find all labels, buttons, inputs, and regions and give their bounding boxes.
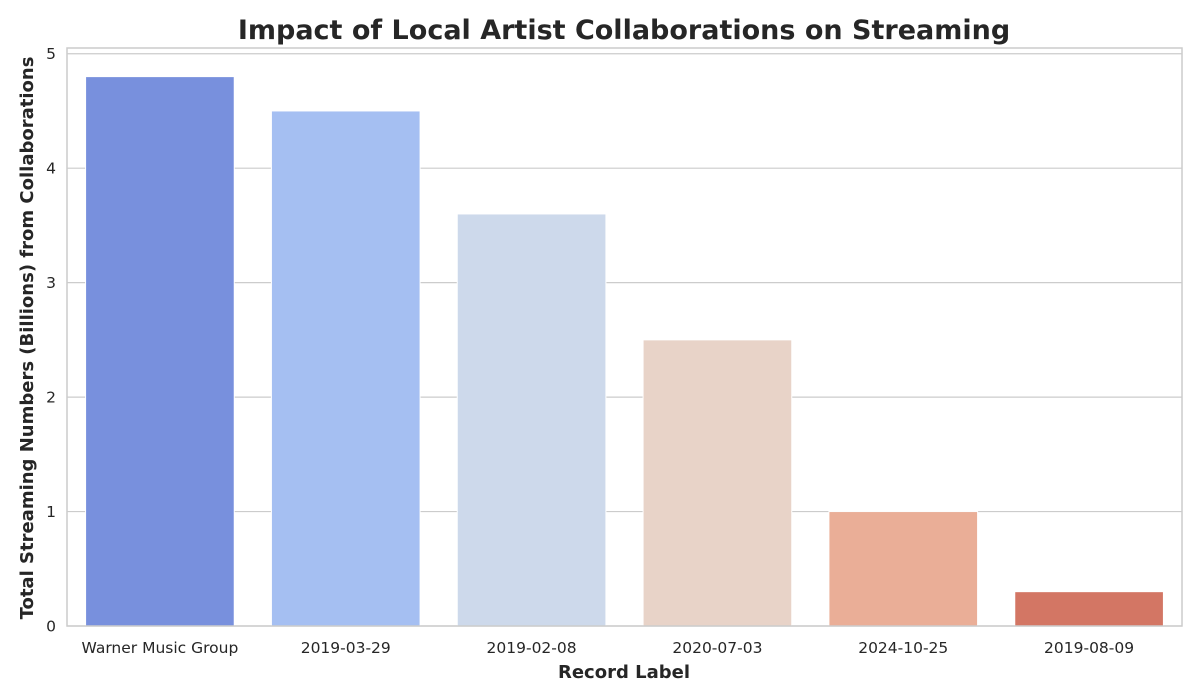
y-tick-label: 3 (46, 274, 56, 292)
y-tick-label: 5 (46, 45, 56, 63)
x-tick-labels: Warner Music Group 2019-03-29 2019-02-08 20… (82, 639, 1135, 657)
bar (828, 511, 979, 627)
bar (456, 213, 607, 627)
x-tick-label: 2024-10-25 (858, 639, 948, 657)
x-tick-label: 2019-08-09 (1044, 639, 1134, 657)
y-tick-label: 0 (46, 618, 56, 636)
y-tick-label: 2 (46, 389, 56, 407)
x-tick-label: Warner Music Group (82, 639, 239, 657)
chart-title: Impact of Local Artist Collaborations on… (238, 15, 1010, 46)
x-tick-label: 2020-07-03 (672, 639, 762, 657)
bar (1014, 591, 1164, 627)
y-tick-label: 4 (46, 160, 56, 178)
y-tick-labels: 0 1 2 3 4 5 (46, 45, 56, 635)
bars (85, 76, 1164, 627)
x-axis-label: Record Label (558, 662, 690, 683)
y-axis-label: Total Streaming Numbers (Billions) from … (17, 57, 38, 620)
x-tick-label: 2019-02-08 (487, 639, 577, 657)
x-tick-label: 2019-03-29 (301, 639, 391, 657)
bar (85, 76, 235, 627)
bar (642, 339, 793, 627)
plot-frame (66, 47, 1183, 627)
bar (270, 110, 421, 627)
y-tick-label: 1 (46, 503, 56, 521)
